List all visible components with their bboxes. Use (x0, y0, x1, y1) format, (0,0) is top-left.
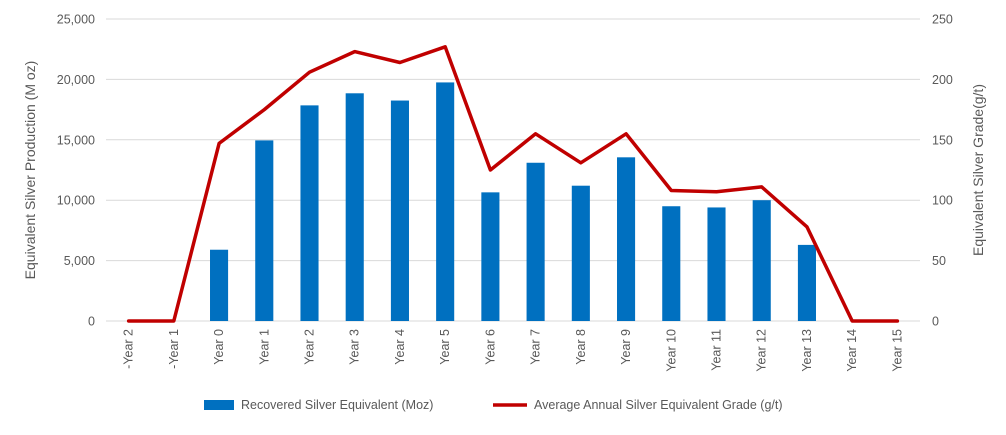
legend-swatch-bar (204, 400, 234, 410)
x-tick-label: Year 14 (845, 329, 859, 372)
x-tick-label: Year 9 (619, 329, 633, 365)
right-y-tick-label: 150 (932, 133, 953, 147)
right-y-axis: 0 50 100 150 200 250 (932, 13, 953, 329)
x-tick-label: Year 0 (212, 329, 226, 365)
left-axis-title: Equivalent Silver Production (M oz) (22, 61, 38, 280)
x-tick-label: Year 1 (257, 329, 271, 365)
x-tick-label: Year 4 (393, 329, 407, 365)
right-y-tick-label: 50 (932, 254, 946, 268)
bar-mark (436, 82, 455, 321)
bar-mark (345, 93, 364, 322)
bar-mark (662, 206, 681, 321)
line-series (126, 45, 900, 323)
bar-mark (707, 207, 726, 321)
x-tick-label: Year 5 (438, 329, 452, 365)
x-tick-label: -Year 1 (167, 329, 181, 369)
bar-mark (526, 162, 545, 321)
x-tick-label: Year 7 (529, 329, 543, 365)
left-y-tick-label: 5,000 (64, 254, 95, 268)
x-tick-label: Year 8 (574, 329, 588, 365)
right-y-tick-label: 0 (932, 315, 939, 329)
left-y-tick-label: 0 (88, 315, 95, 329)
x-tick-label: Year 3 (348, 329, 362, 365)
bar-mark (210, 249, 229, 321)
x-tick-label: Year 6 (483, 329, 497, 365)
x-tick-label: Year 13 (800, 329, 814, 372)
bar-mark (797, 244, 816, 321)
x-axis: -Year 2 -Year 1 Year 0 Year 1 Year 2 Year 3 Ye… (122, 329, 905, 372)
right-y-tick-label: 100 (932, 194, 953, 208)
gridlines (106, 18, 920, 322)
bar-mark (481, 192, 500, 321)
left-y-tick-label: 15,000 (57, 133, 95, 147)
bar-mark (390, 100, 409, 321)
legend-label-bar: Recovered Silver Equivalent (Moz) (241, 398, 433, 412)
bar-mark (571, 185, 590, 321)
legend: Recovered Silver Equivalent (Moz) Averag… (204, 398, 783, 412)
bar-mark (255, 140, 274, 321)
bar-mark (752, 200, 771, 321)
right-y-tick-label: 200 (932, 73, 953, 87)
x-tick-label: Year 15 (890, 329, 904, 372)
x-tick-label: Year 2 (303, 329, 317, 365)
grade-line (126, 45, 900, 323)
bar-mark (300, 105, 319, 321)
right-y-tick-label: 250 (932, 13, 953, 27)
x-tick-label: Year 10 (664, 329, 678, 372)
bar-mark (617, 157, 636, 321)
left-y-tick-label: 20,000 (57, 73, 95, 87)
left-y-tick-label: 10,000 (57, 194, 95, 208)
x-tick-label: -Year 2 (122, 329, 136, 369)
x-tick-label: Year 12 (755, 329, 769, 372)
bar-series (210, 82, 816, 322)
legend-label-line: Average Annual Silver Equivalent Grade (… (534, 398, 783, 412)
left-y-tick-label: 25,000 (57, 13, 95, 27)
left-y-axis: 0 5,000 10,000 15,000 20,000 25,000 (57, 13, 95, 329)
right-axis-title: Equivalent Silver Grade(g/t) (970, 84, 986, 256)
x-tick-label: Year 11 (710, 329, 724, 371)
